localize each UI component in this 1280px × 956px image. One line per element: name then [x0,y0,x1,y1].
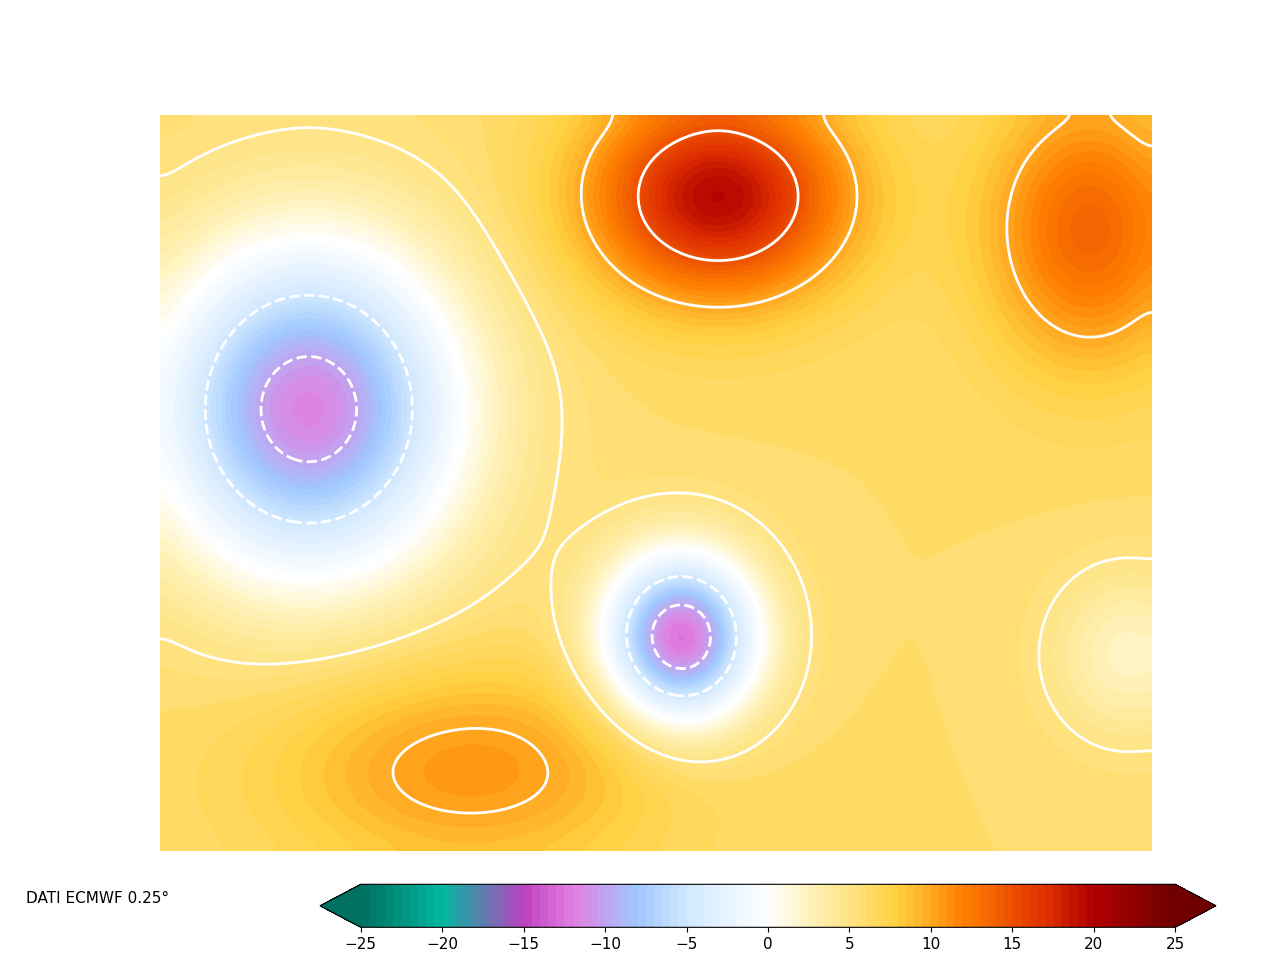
Text: DATI ECMWF 0.25°: DATI ECMWF 0.25° [26,891,169,906]
PathPatch shape [1175,884,1216,927]
PathPatch shape [320,884,361,927]
